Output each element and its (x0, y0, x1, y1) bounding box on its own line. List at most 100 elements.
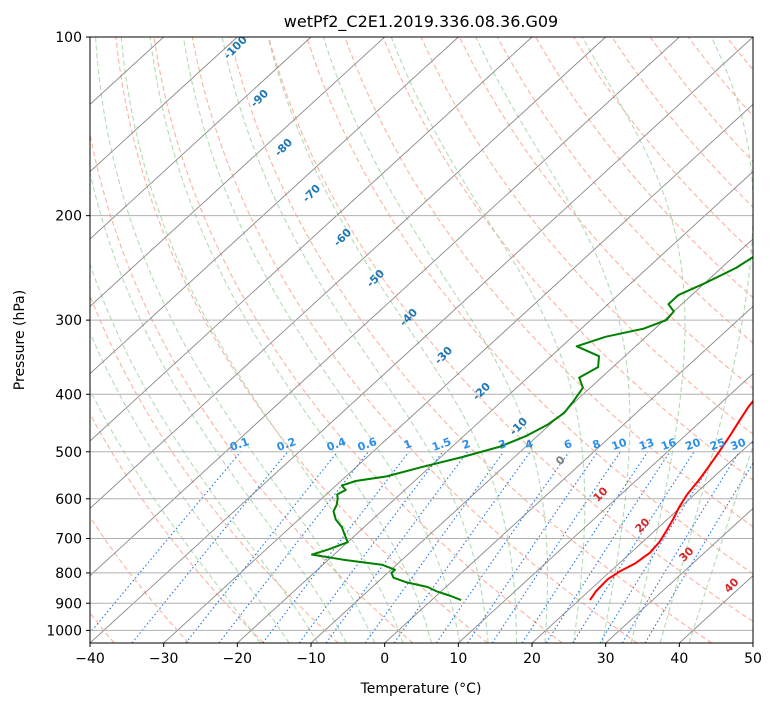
temperature-profile (589, 399, 753, 601)
mixing-ratio-line (467, 451, 599, 643)
moist-adiabat (688, 443, 753, 643)
y-axis-title: Pressure (hPa) (12, 290, 28, 390)
mixing-ratio-label: 25 (708, 436, 727, 453)
dry-adiabat (153, 37, 563, 643)
mixing-ratio-label: 36 (749, 436, 768, 454)
mixing-ratio-label: 0.4 (325, 435, 348, 454)
pressure-gridlines (90, 37, 753, 631)
y-axis: 100 200 300 400 500 600 700 800 900 1000 (46, 30, 90, 639)
mixing-ratio-line (364, 451, 505, 643)
y-tick-label: 100 (55, 30, 82, 46)
mixing-ratio-line (131, 451, 289, 643)
mixing-ratio-label: 10 (610, 436, 629, 454)
profiles (311, 255, 753, 602)
x-tick-label: −10 (296, 651, 326, 667)
isotherm (458, 373, 753, 643)
mixing-ratio-line (521, 451, 649, 643)
x-tick-label: 10 (449, 651, 467, 667)
x-tick-label: 30 (597, 651, 615, 667)
mixing-ratio-line (262, 451, 410, 643)
moist-adiabat (120, 37, 404, 643)
reference-lines (90, 37, 753, 643)
dry-adiabat (229, 37, 713, 643)
dry-adiabat (420, 37, 753, 435)
isotherm (163, 103, 753, 643)
mixing-ratio-line (435, 451, 570, 643)
mixing-ratio-line (298, 451, 444, 643)
dry-adiabat (115, 37, 488, 643)
mixing-ratio-label: 4 (523, 437, 535, 452)
dry-adiabat (458, 37, 753, 390)
mixing-ratio-line (90, 451, 242, 634)
moist-adiabat (322, 37, 549, 643)
mixing-ratio-line (545, 451, 671, 643)
plot-frame (89, 36, 754, 644)
y-tick-label: 400 (55, 387, 82, 403)
x-tick-label: −30 (149, 651, 179, 667)
dry-adiabat (496, 37, 753, 344)
moist-adiabat (90, 262, 319, 643)
isotherm (605, 507, 753, 643)
mixing-ratio-label: 6 (562, 437, 574, 452)
y-tick-label: 300 (55, 313, 82, 329)
moist-adiabat (267, 37, 518, 643)
moist-adiabat (149, 37, 432, 643)
dry-adiabat (344, 37, 753, 528)
dry-adiabat (267, 37, 753, 623)
isotherm (90, 37, 753, 643)
mixing-ratio-line (491, 451, 621, 643)
mixing-ratio-label: 13 (637, 436, 656, 453)
x-tick-label: 40 (670, 651, 688, 667)
mixing-ratio-line (572, 451, 695, 643)
mixing-ratio-line (644, 462, 753, 643)
mixing-ratio-line (185, 451, 339, 643)
mixing-ratio-label: 16 (659, 436, 678, 454)
mixing-ratio-label: 20 (684, 436, 703, 454)
dry-adiabat (382, 37, 753, 481)
isotherm (90, 37, 533, 442)
y-tick-label: 1000 (46, 623, 82, 639)
mixing-ratio-line (621, 451, 740, 643)
moist-adiabat (390, 37, 586, 643)
dry-adiabat (90, 412, 264, 643)
moist-adiabat (95, 37, 376, 643)
isotherm (384, 305, 753, 643)
mixing-ratio-label: 3 (497, 437, 509, 452)
x-tick-label: 50 (744, 651, 762, 667)
isotherm (90, 37, 385, 307)
y-tick-label: 500 (55, 445, 82, 461)
y-tick-label: 700 (55, 532, 82, 548)
mixing-ratio-label: 1 (402, 437, 414, 452)
isotherm (90, 37, 238, 173)
mixing-ratio-label: 2 (461, 437, 473, 452)
y-tick-label: 900 (55, 596, 82, 612)
y-tick-label: 800 (55, 566, 82, 582)
mixing-ratio-label: 0.2 (275, 435, 298, 454)
moist-adiabat (90, 170, 347, 643)
mixing-ratio-label: 0.1 (228, 435, 251, 454)
x-axis-title: Temperature (°C) (360, 681, 482, 697)
isotherm (310, 238, 753, 643)
x-tick-label: −20 (223, 651, 253, 667)
isotherm (90, 37, 312, 240)
mixing-ratio-label: 30 (729, 436, 748, 454)
mixing-ratio-line (393, 451, 531, 643)
isotherm (531, 440, 753, 643)
chart-title: wetPf2_C2E1.2019.336.08.36.G09 (284, 12, 558, 32)
mixing-ratio-label: 8 (591, 437, 603, 452)
dry-adiabat (306, 37, 753, 575)
mixing-ratio-label: 0.6 (356, 435, 379, 454)
isotherm (90, 37, 680, 577)
x-tick-label: −40 (75, 651, 105, 667)
isotherm (90, 37, 459, 375)
x-tick-label: 0 (380, 651, 389, 667)
x-tick-label: 20 (523, 651, 541, 667)
moist-adiabat (182, 37, 461, 643)
dewpoint-profile (311, 255, 753, 602)
x-axis: −40 −30 −20 −10 0 10 20 30 40 50 (75, 643, 762, 667)
moist-adiabat (659, 37, 753, 643)
mixing-ratio-label: 1.5 (430, 435, 453, 454)
moist-adiabat (90, 331, 290, 643)
